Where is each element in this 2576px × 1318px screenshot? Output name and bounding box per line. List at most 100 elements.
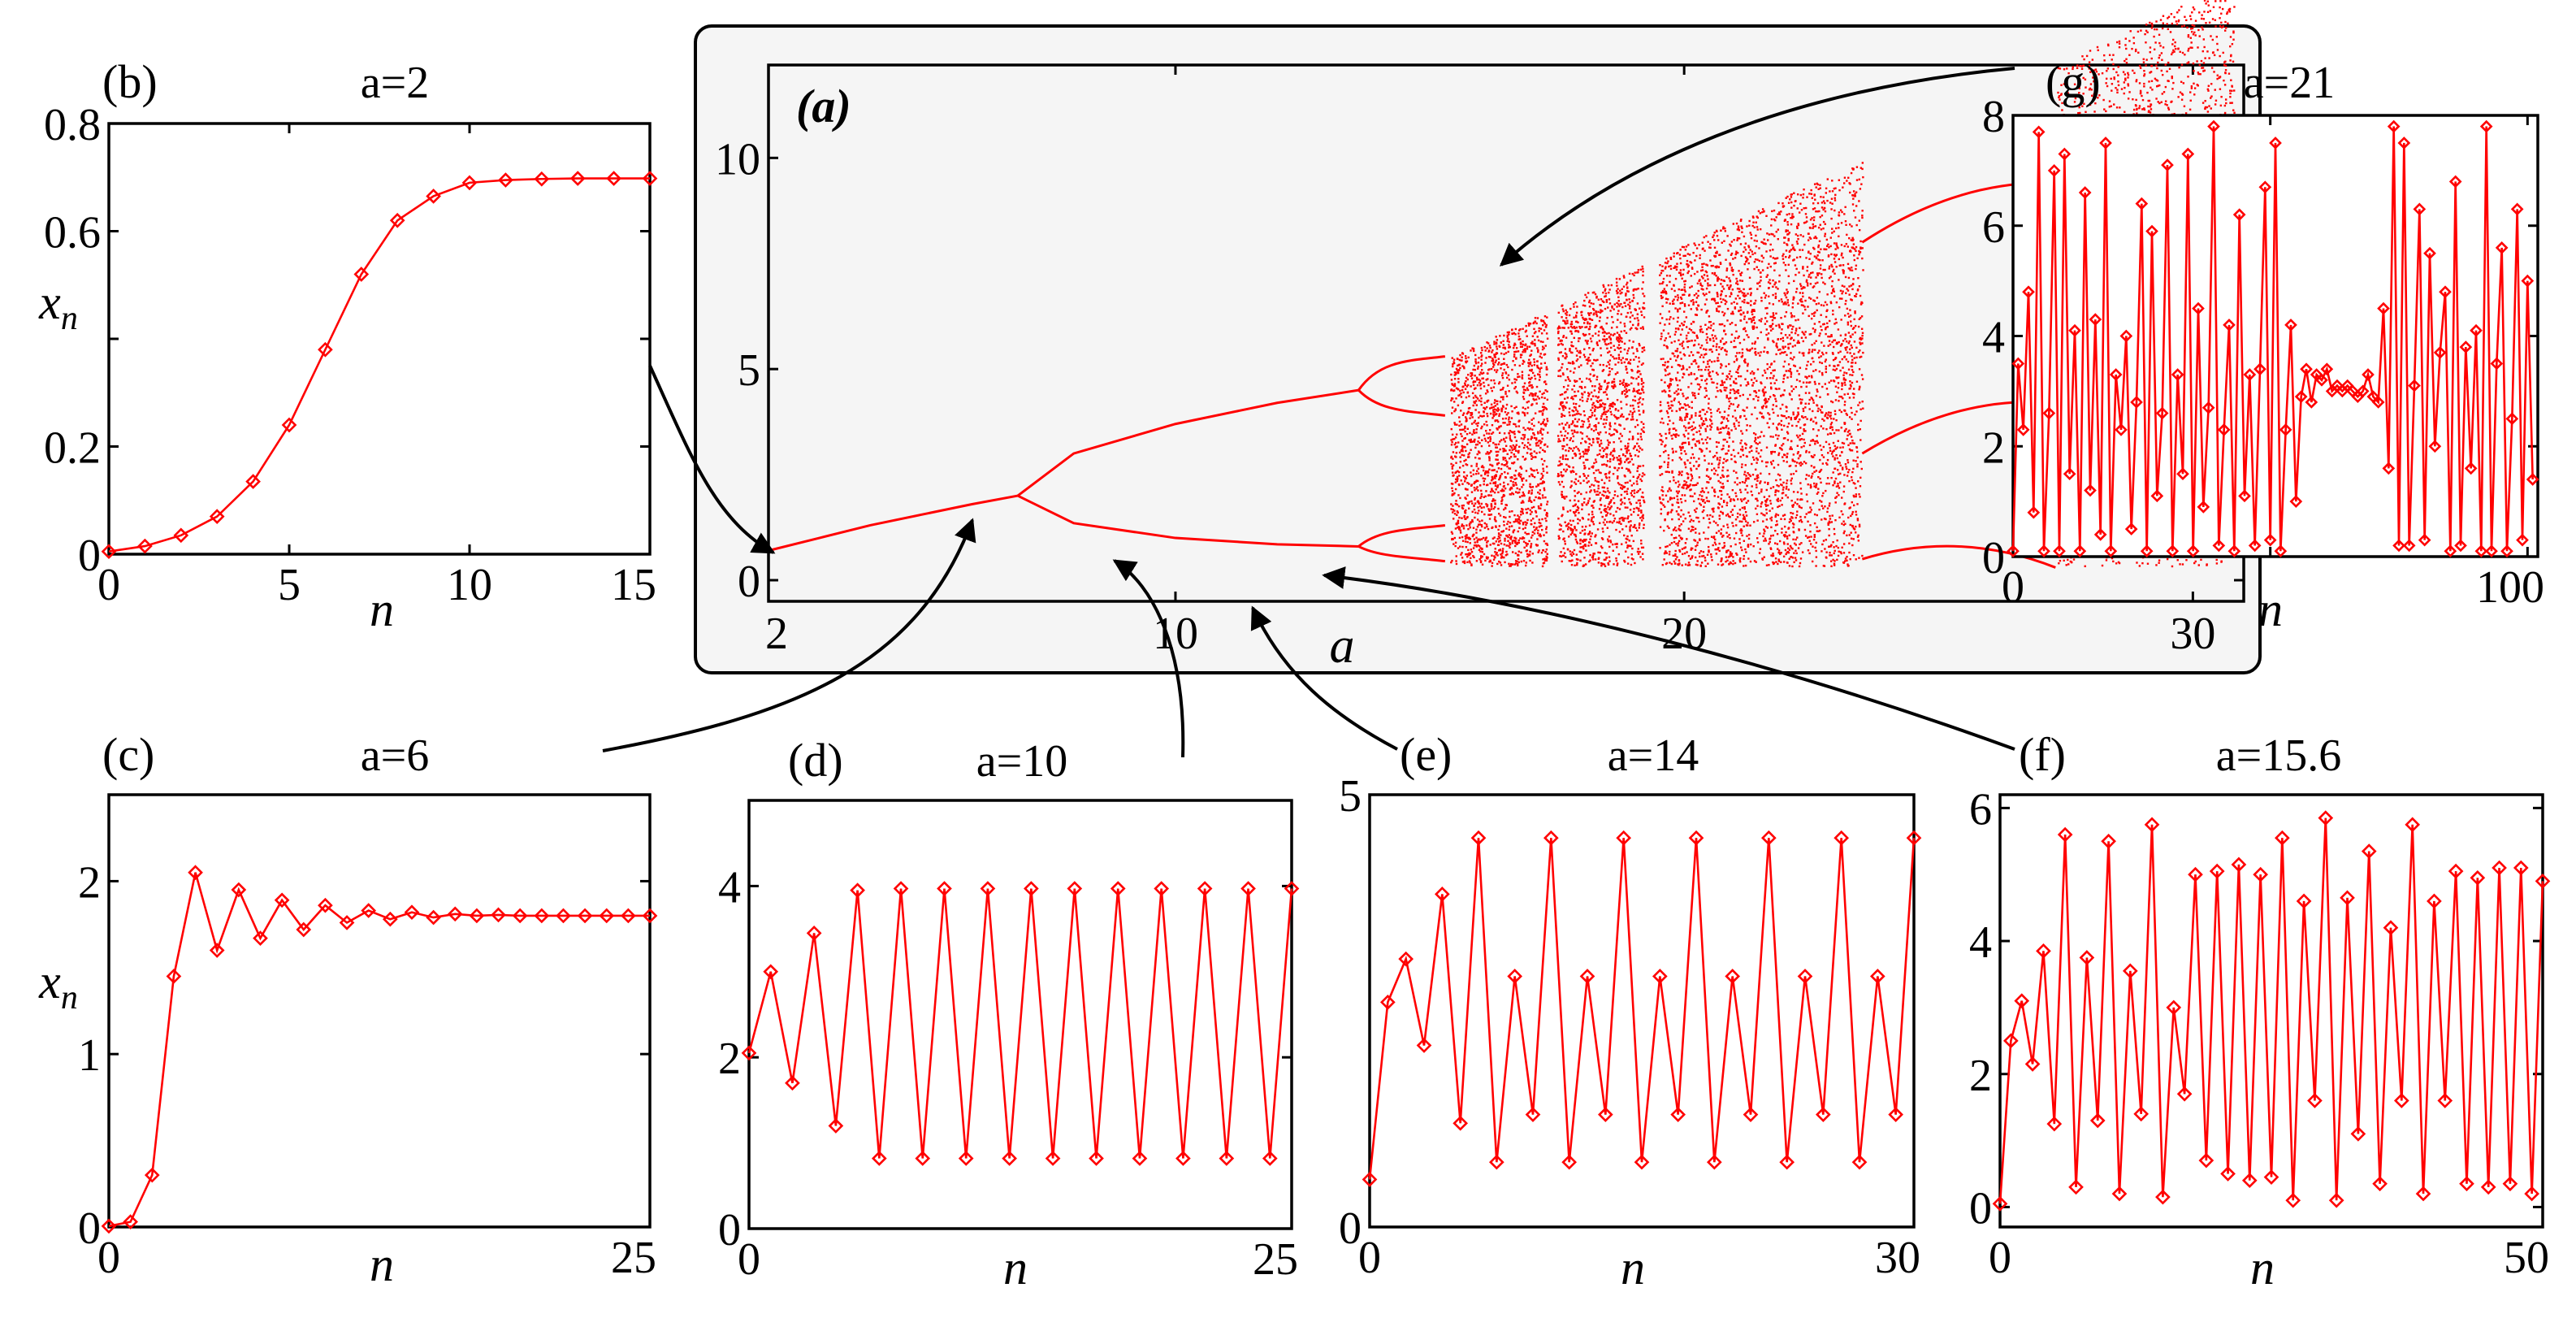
scatter-point: [1772, 534, 1775, 537]
scatter-point: [1843, 245, 1846, 248]
scatter-point: [1519, 537, 1522, 540]
scatter-point: [1466, 494, 1469, 496]
scatter-point: [1522, 512, 1524, 515]
scatter-point: [1536, 336, 1539, 338]
scatter-point: [1609, 457, 1612, 461]
scatter-point: [1841, 384, 1843, 387]
scatter-point: [1637, 365, 1639, 368]
scatter-point: [1676, 298, 1679, 301]
scatter-point: [1573, 447, 1575, 449]
scatter-point: [1787, 423, 1790, 425]
scatter-point: [1772, 561, 1774, 564]
scatter-point: [1855, 295, 1857, 298]
scatter-point: [1642, 385, 1644, 388]
scatter-point: [1768, 233, 1771, 236]
scatter-point: [1488, 457, 1491, 460]
scatter-point: [1739, 306, 1742, 309]
scatter-point: [1526, 387, 1529, 389]
scatter-point: [1677, 252, 1679, 254]
scatter-point: [1843, 409, 1846, 412]
scatter-point: [1747, 397, 1749, 401]
scatter-point: [1520, 437, 1523, 440]
scatter-point: [1744, 330, 1747, 332]
scatter-point: [1513, 406, 1516, 410]
scatter-point: [1787, 363, 1790, 366]
scatter-point: [1491, 561, 1494, 565]
scatter-point: [1769, 547, 1772, 549]
scatter-point: [1795, 538, 1797, 541]
scatter-point: [1687, 264, 1690, 267]
scatter-point: [1701, 375, 1704, 377]
scatter-point: [1470, 557, 1472, 559]
scatter-point: [1606, 397, 1609, 401]
scatter-point: [1562, 438, 1565, 440]
scatter-point: [1602, 423, 1605, 425]
scatter-point: [1773, 317, 1777, 319]
scatter-point: [1803, 438, 1805, 441]
scatter-point: [1584, 305, 1587, 307]
scatter-point: [1585, 503, 1588, 506]
scatter-point: [1661, 363, 1665, 366]
scatter-point: [1764, 540, 1768, 542]
scatter-point: [1721, 379, 1723, 383]
scatter-point: [1852, 278, 1855, 280]
scatter-point: [2102, 54, 2106, 57]
scatter-point: [1537, 432, 1539, 435]
scatter-point: [1461, 450, 1464, 453]
scatter-point: [1582, 479, 1585, 482]
scatter-point: [1715, 266, 1718, 269]
scatter-point: [1605, 388, 1608, 391]
scatter-point: [1686, 253, 1689, 255]
scatter-point: [1730, 510, 1733, 514]
scatter-point: [1478, 509, 1480, 512]
scatter-point: [1753, 560, 1756, 562]
scatter-point: [1632, 418, 1634, 421]
scatter-point: [1813, 207, 1816, 210]
scatter-point: [1760, 460, 1764, 462]
scatter-point: [1583, 391, 1586, 393]
scatter-point: [1734, 417, 1737, 419]
scatter-point: [1541, 528, 1543, 531]
scatter-point: [1488, 561, 1491, 563]
scatter-point: [1475, 528, 1478, 531]
scatter-point: [1595, 493, 1598, 496]
scatter-point: [1504, 444, 1508, 448]
scatter-point: [1712, 323, 1715, 325]
scatter-point: [1455, 522, 1457, 525]
scatter-point: [1597, 487, 1600, 490]
scatter-point: [1483, 478, 1487, 480]
scatter-point: [1511, 382, 1513, 384]
scatter-point: [1786, 431, 1789, 433]
scatter-point: [1662, 498, 1665, 501]
scatter-point: [1743, 410, 1746, 412]
scatter-point: [1474, 362, 1478, 365]
scatter-point: [1834, 193, 1837, 197]
scatter-point: [1808, 333, 1811, 336]
scatter-point: [1487, 391, 1489, 393]
scatter-point: [1526, 507, 1530, 510]
scatter-point: [1830, 335, 1833, 338]
scatter-point: [1461, 465, 1465, 467]
scatter-point: [1713, 541, 1717, 544]
scatter-point: [1587, 340, 1589, 342]
scatter-point: [1743, 292, 1746, 295]
scatter-point: [1695, 377, 1699, 379]
scatter-point: [1721, 493, 1723, 496]
scatter-point: [1734, 378, 1738, 380]
scatter-point: [1488, 345, 1491, 347]
scatter-point: [1686, 334, 1688, 337]
scatter-point: [1772, 459, 1775, 462]
scatter-point: [1754, 348, 1756, 350]
scatter-point: [1777, 560, 1781, 562]
scatter-point: [1800, 209, 1803, 211]
scatter-point: [1678, 288, 1680, 291]
scatter-point: [1569, 519, 1572, 522]
scatter-point: [1663, 291, 1665, 294]
scatter-point: [1535, 452, 1538, 454]
scatter-point: [1616, 521, 1618, 523]
scatter-point: [1741, 463, 1743, 466]
scatter-point: [1791, 217, 1794, 219]
scatter-point: [1619, 487, 1622, 489]
scatter-point: [1600, 537, 1604, 540]
